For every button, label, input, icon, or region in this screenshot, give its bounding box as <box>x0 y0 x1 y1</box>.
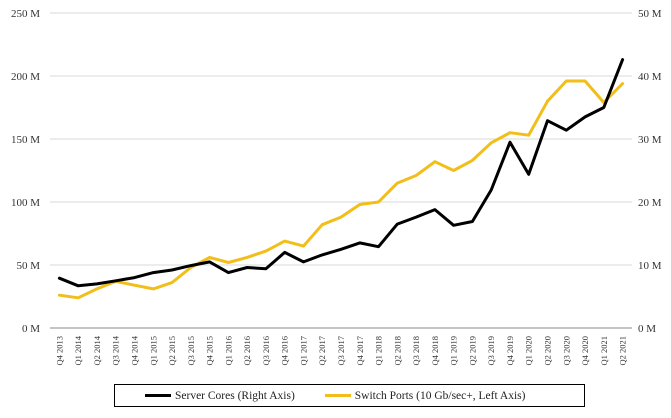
gridlines <box>50 12 632 329</box>
x-axis-tick-label: Q4 2015 <box>205 336 215 366</box>
legend-label-server-cores: Server Cores (Right Axis) <box>175 389 295 402</box>
x-axis-tick-label: Q1 2016 <box>223 336 233 366</box>
right-axis-tick-label: 30 M <box>638 134 662 146</box>
x-axis-tick-label: Q2 2017 <box>317 336 327 366</box>
left-axis-tick-label: 200 M <box>11 71 40 83</box>
left-axis-tick-label: 50 M <box>16 260 40 272</box>
x-axis-tick-label: Q4 2016 <box>280 336 290 366</box>
left-axis-tick-label: 250 M <box>11 8 40 20</box>
left-axis-tick-label: 0 M <box>22 323 40 335</box>
x-axis-tick-label: Q4 2017 <box>355 336 365 366</box>
right-axis: 0 M 10 M 20 M 30 M 40 M 50 M <box>638 8 662 335</box>
x-axis-tick-label: Q2 2016 <box>242 336 252 366</box>
right-axis-tick-label: 40 M <box>638 71 662 83</box>
x-axis-tick-label: Q3 2016 <box>261 336 271 366</box>
x-axis-tick-label: Q1 2021 <box>599 336 609 366</box>
legend-swatch-switch-ports <box>324 394 351 397</box>
right-axis-tick-label: 0 M <box>638 323 656 335</box>
x-axis-tick-label: Q4 2020 <box>580 336 590 366</box>
right-axis-tick-label: 50 M <box>638 8 662 20</box>
series-line-server-cores <box>57 58 625 288</box>
legend: Server Cores (Right Axis) Switch Ports (… <box>114 384 585 407</box>
x-axis-tick-label: Q3 2018 <box>411 336 421 366</box>
x-axis-tick-label: Q3 2019 <box>486 336 496 366</box>
left-axis: 0 M 50 M 100 M 150 M 200 M 250 M <box>11 8 40 335</box>
x-axis-tick-label: Q3 2020 <box>561 336 571 366</box>
x-axis-tick-label: Q2 2014 <box>92 335 102 365</box>
x-axis-tick-label: Q2 2018 <box>392 336 402 366</box>
x-axis-tick-label: Q2 2019 <box>467 336 477 366</box>
legend-item-server-cores: Server Cores (Right Axis) <box>145 390 295 402</box>
legend-label-switch-ports: Switch Ports (10 Gb/sec+, Left Axis) <box>354 389 526 402</box>
x-axis-tick-label: Q1 2020 <box>524 336 534 366</box>
series-lines <box>57 58 625 300</box>
x-axis-tick-label: Q1 2015 <box>148 336 158 366</box>
x-axis-tick-label: Q3 2015 <box>186 336 196 366</box>
x-axis-tick-label: Q1 2018 <box>374 336 384 366</box>
right-axis-tick-label: 20 M <box>638 197 662 209</box>
x-axis-tick-label: Q2 2021 <box>618 336 628 366</box>
x-axis-tick-label: Q3 2014 <box>111 335 121 365</box>
x-axis-tick-label: Q4 2018 <box>430 336 440 366</box>
legend-item-switch-ports: Switch Ports (10 Gb/sec+, Left Axis) <box>324 389 526 402</box>
right-axis-tick-label: 10 M <box>638 260 662 272</box>
x-axis-tick-label: Q4 2019 <box>505 336 515 366</box>
left-axis-tick-label: 150 M <box>11 134 40 146</box>
x-axis-tick-label: Q4 2013 <box>54 336 64 366</box>
legend-swatch-server-cores <box>145 394 171 397</box>
x-axis-tick-label: Q2 2020 <box>543 336 553 366</box>
x-axis-tick-label: Q3 2017 <box>336 336 346 366</box>
x-axis-tick-label: Q4 2014 <box>129 335 139 365</box>
x-axis-tick-label: Q2 2015 <box>167 336 177 366</box>
x-axis: Q4 2013 Q1 2014 Q2 2014 Q3 2014 Q4 2014 Q1 20… <box>54 335 627 365</box>
left-axis-tick-label: 100 M <box>11 197 40 209</box>
x-axis-tick-label: Q1 2017 <box>298 336 308 366</box>
x-axis-tick-label: Q1 2014 <box>73 335 83 365</box>
series-line-switch-ports <box>57 79 625 300</box>
x-axis-tick-label: Q1 2019 <box>449 336 459 366</box>
